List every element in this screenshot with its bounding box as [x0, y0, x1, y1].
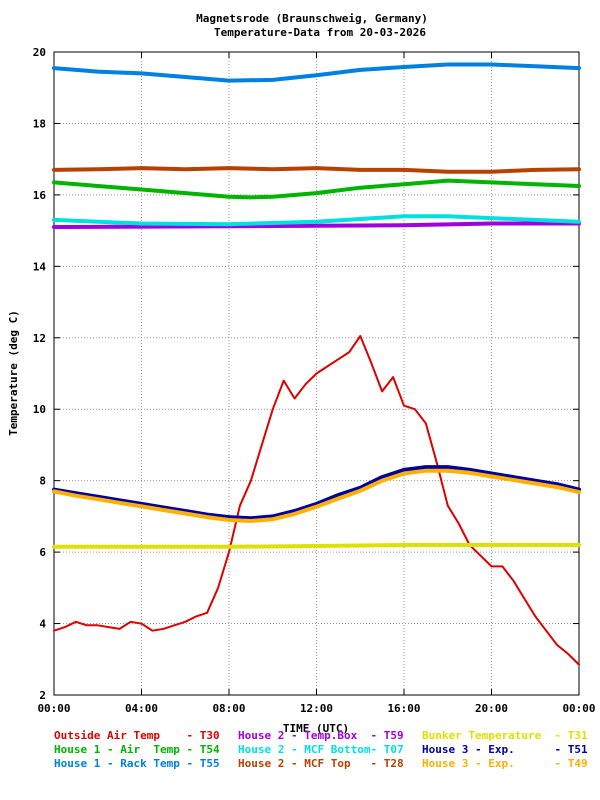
x-tick-label: 12:00 [300, 702, 333, 715]
legend-entry: House 3 - Exp. - T49 [422, 757, 588, 770]
series-line-2 [52, 178, 581, 200]
y-tick-label: 20 [33, 46, 46, 59]
y-tick-label: 4 [39, 618, 46, 631]
legend-entry: House 2 - MCF Top - T28 [238, 757, 404, 770]
series-line-6 [52, 166, 581, 174]
legend-entry: Bunker Temperature - T31 [422, 729, 588, 742]
series-line-7 [52, 543, 581, 549]
chart-title: Magnetsrode (Braunschweig, Germany) [196, 12, 428, 25]
series-line-8 [52, 465, 581, 521]
y-tick-label: 16 [33, 189, 47, 202]
y-tick-label: 18 [33, 117, 46, 130]
series-line-3 [52, 62, 581, 83]
y-axis-label: Temperature (deg C) [7, 310, 20, 436]
x-tick-label: 04:00 [125, 702, 158, 715]
legend-entry: House 1 - Air Temp - T54 [54, 743, 220, 756]
x-tick-label: 20:00 [475, 702, 508, 715]
y-tick-label: 8 [39, 475, 46, 488]
legend-entry: House 2 - MCF Bottom- T07 [238, 743, 404, 756]
x-axis-label: TIME (UTC) [283, 722, 349, 735]
legend-entry: House 1 - Rack Temp - T55 [54, 757, 220, 770]
legend-entry: House 3 - Exp. - T51 [422, 743, 588, 756]
series-line-1 [53, 335, 580, 666]
series-lines [52, 62, 581, 666]
series-line-5 [52, 214, 581, 227]
legend-entry: House 2 - Temp.Box - T59 [238, 729, 404, 742]
y-tick-label: 2 [39, 689, 46, 702]
series-line-4 [52, 221, 581, 229]
x-tick-label: 08:00 [212, 702, 245, 715]
y-axis: 2 4 6 8 10 12 14 16 18 20 [33, 46, 579, 702]
y-tick-label: 10 [33, 403, 46, 416]
series-line-9 [52, 468, 581, 523]
x-tick-label: 00:00 [562, 702, 595, 715]
y-tick-label: 6 [39, 546, 46, 559]
legend-entry: Outside Air Temp - T30 [54, 729, 220, 742]
chart-subtitle: Temperature-Data from 20-03-2026 [214, 26, 426, 39]
x-axis: 00:00 04:00 08:00 12:00 16:00 20:00 00:00 [37, 52, 596, 715]
grid-lines [54, 52, 579, 695]
y-tick-label: 14 [33, 260, 47, 273]
x-tick-label: 00:00 [37, 702, 70, 715]
y-tick-label: 12 [33, 332, 46, 345]
x-tick-label: 16:00 [387, 702, 420, 715]
